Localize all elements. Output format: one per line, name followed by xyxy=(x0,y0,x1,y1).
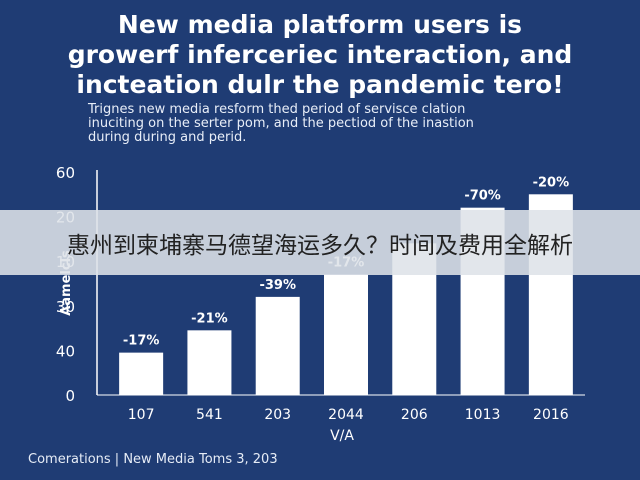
bar-data-label: -21% xyxy=(191,311,228,326)
title-line: growerf inferceriec interaction, and xyxy=(67,40,573,69)
y-tick-label: 60 xyxy=(56,164,75,182)
bar xyxy=(187,330,232,395)
banner-text: 惠州到柬埔寨马德望海运多久？时间及费用全解析 xyxy=(67,232,573,259)
title-line: New media platform users is xyxy=(117,10,523,39)
subtitle-line: inuciting on the serter pom, and the pec… xyxy=(88,116,474,131)
x-tick-label: 107 xyxy=(128,407,155,423)
bar-data-label: -17% xyxy=(123,334,160,349)
x-axis-label: V/A xyxy=(330,428,354,444)
title-line: incteation dulr the pandemic tero! xyxy=(76,70,564,99)
x-tick-label: 203 xyxy=(264,407,291,423)
y-tick-label: 40 xyxy=(56,342,75,360)
bar-data-label: -70% xyxy=(464,189,501,204)
overlay-banner: 惠州到柬埔寨马德望海运多久？时间及费用全解析 xyxy=(0,210,640,275)
bar xyxy=(119,352,164,395)
x-tick-label: 2044 xyxy=(328,407,364,423)
subtitle-line: during during and perid. xyxy=(88,130,247,145)
subtitle-line: Trignes new media resform thed period of… xyxy=(88,102,466,117)
x-tick-label: 2016 xyxy=(533,407,569,423)
bar-data-label: -39% xyxy=(259,278,296,293)
bar-data-label: -20% xyxy=(533,175,570,190)
bar xyxy=(324,274,368,395)
bar xyxy=(255,296,300,395)
y-tick-label: 30 xyxy=(56,298,75,316)
chart-subtitle: Trignes new media resform thed period of… xyxy=(88,103,628,145)
chart-footer: Comerations | New Media Toms 3, 203 xyxy=(28,452,278,467)
x-tick-label: 206 xyxy=(401,407,428,423)
x-tick-label: 1013 xyxy=(465,407,501,423)
y-tick-label: 0 xyxy=(65,387,75,405)
chart-title: New media platform users is growerf infe… xyxy=(0,10,640,100)
x-tick-label: 541 xyxy=(196,407,223,423)
